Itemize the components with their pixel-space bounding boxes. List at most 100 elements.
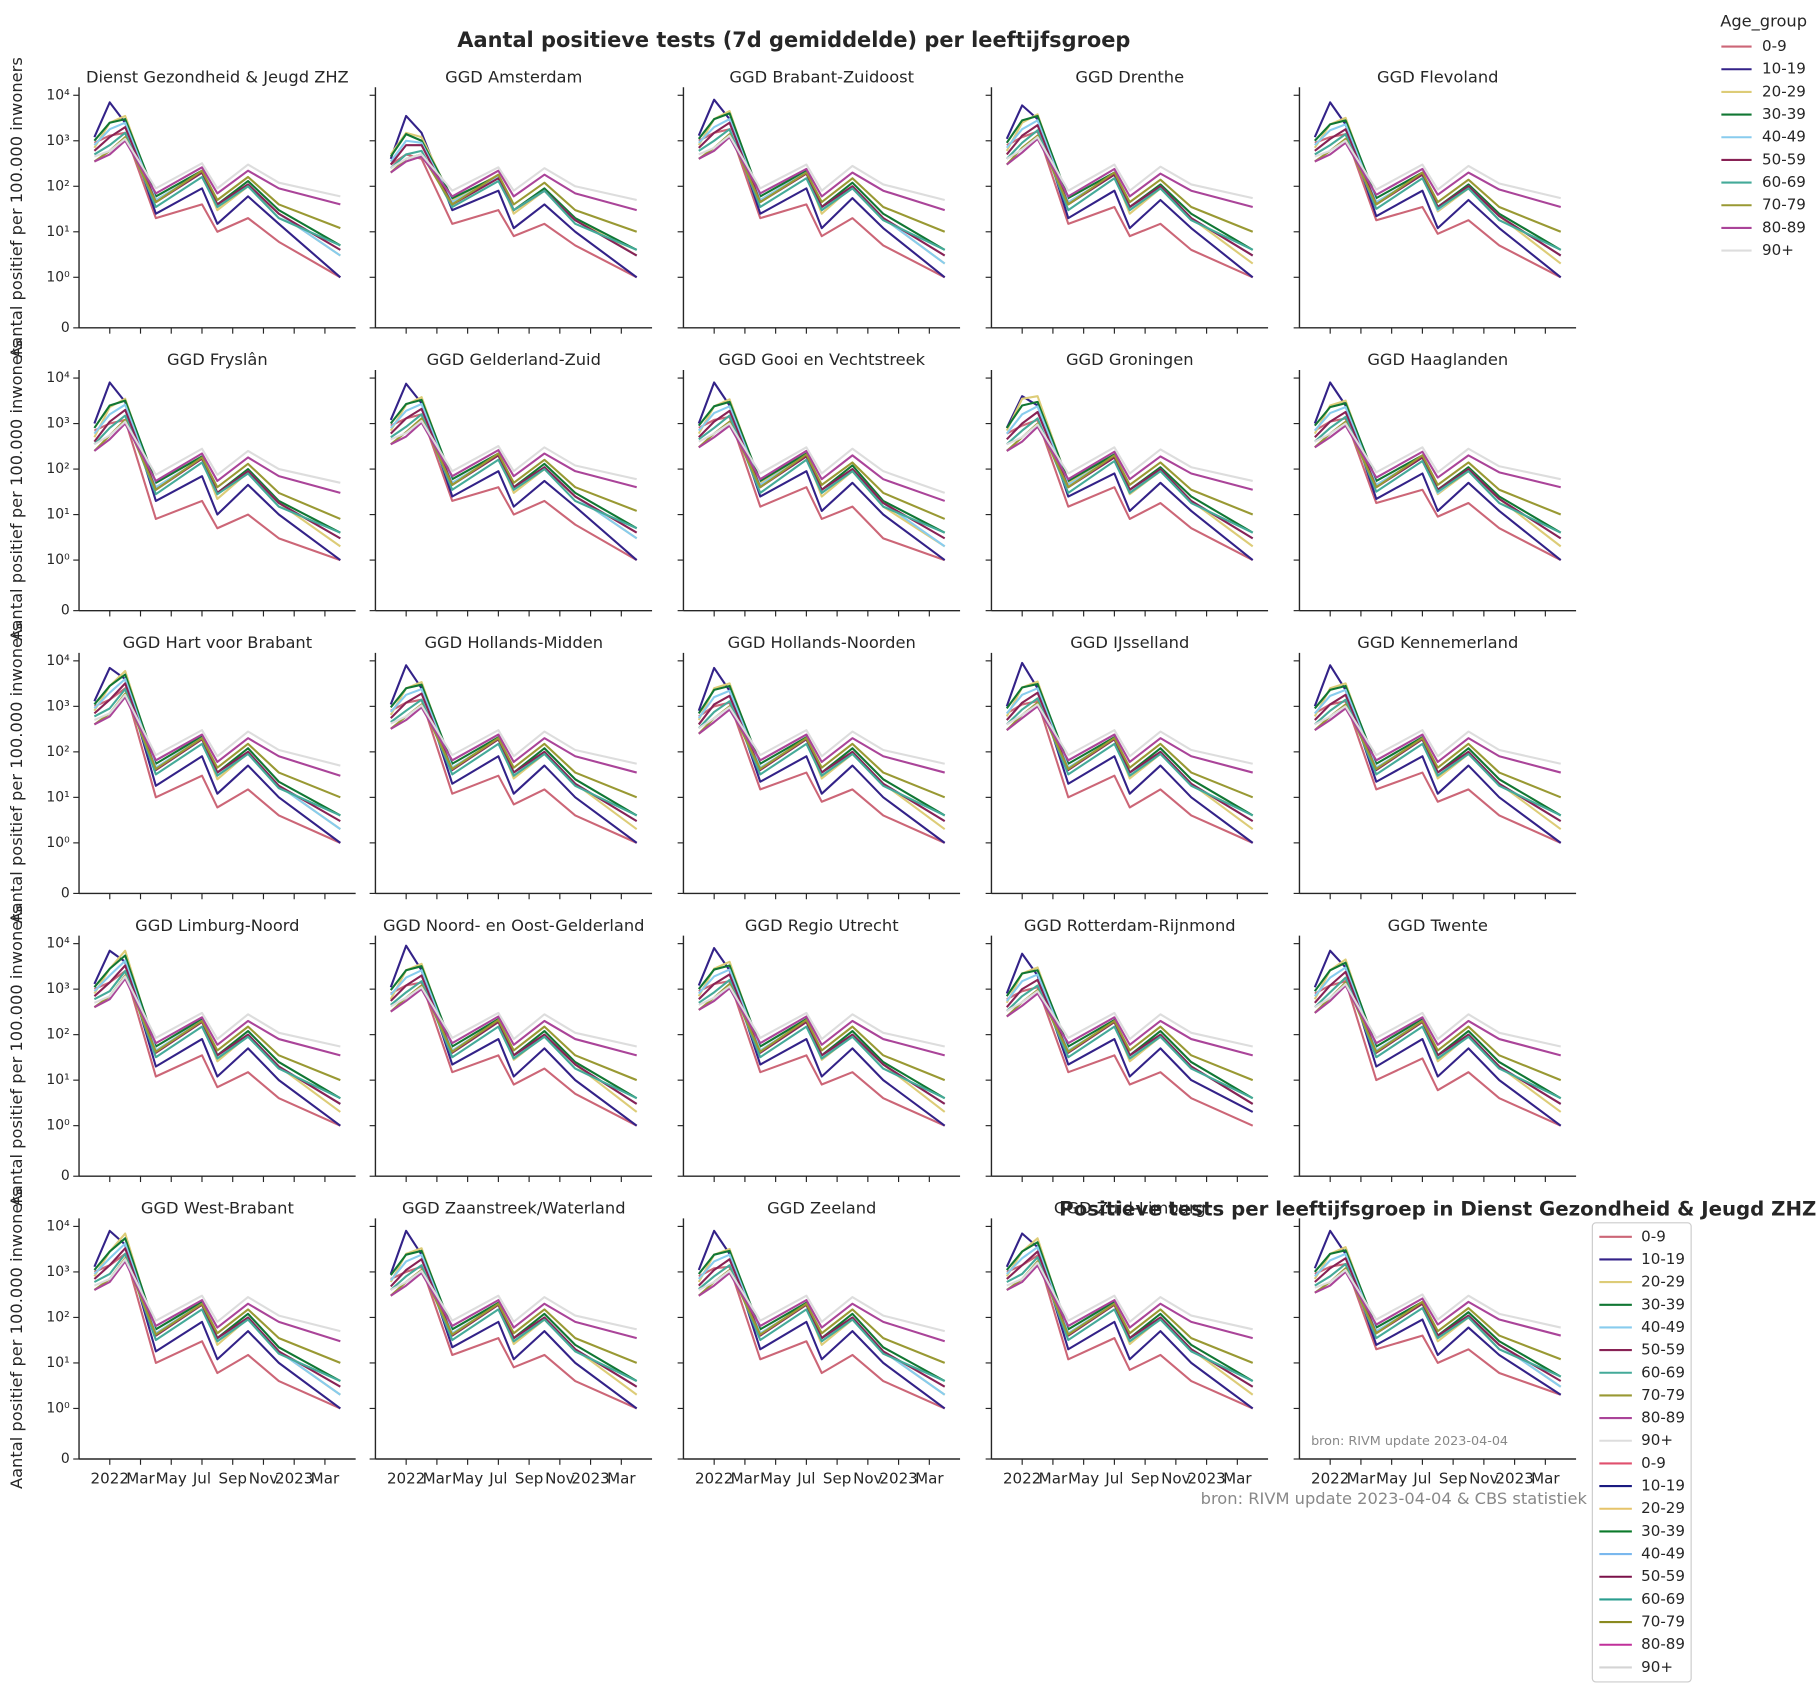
y-tick-label: 10¹ bbox=[46, 1355, 69, 1371]
series-line bbox=[93, 970, 341, 1127]
y-tick-label: 10² bbox=[46, 744, 69, 760]
y-tick-label: 10³ bbox=[46, 698, 69, 714]
overlay-legend-label: 10-19 bbox=[1641, 1477, 1685, 1495]
y-tick-label: 0 bbox=[61, 1451, 70, 1467]
overlay-legend-label: 30-39 bbox=[1641, 1522, 1685, 1540]
series-line bbox=[1006, 423, 1253, 482]
series-line bbox=[698, 978, 946, 1100]
series-line bbox=[698, 1269, 945, 1333]
overlay-note: bron: RIVM update 2023-04-04 bbox=[1311, 1434, 1508, 1449]
series-line bbox=[390, 413, 638, 530]
series-line bbox=[698, 985, 945, 1048]
y-tick-label: 10⁴ bbox=[46, 370, 70, 386]
overlay-legend-label: 40-49 bbox=[1641, 1318, 1685, 1336]
facet-title: GGD Kennemerland bbox=[1357, 633, 1518, 652]
x-tick-label: May bbox=[1376, 1469, 1407, 1487]
series-line bbox=[1006, 136, 1253, 200]
series-line bbox=[93, 666, 341, 844]
series-line bbox=[698, 128, 946, 279]
overlay-legend-frame bbox=[1591, 1222, 1692, 1683]
x-tick-label: Sep bbox=[515, 1469, 543, 1487]
source-note: bron: RIVM update 2023-04-04 & CBS stati… bbox=[1201, 1489, 1588, 1508]
overlay-legend-label: 30-39 bbox=[1641, 1295, 1685, 1313]
x-tick-label: 2022 bbox=[1003, 1469, 1041, 1487]
y-tick-label: 10³ bbox=[46, 1264, 69, 1280]
y-tick-label: 10⁴ bbox=[46, 936, 70, 952]
series-line bbox=[389, 664, 638, 844]
series-line bbox=[93, 970, 341, 1100]
series-line bbox=[1006, 137, 1253, 208]
x-tick-label: Nov bbox=[1161, 1469, 1191, 1487]
series-line bbox=[389, 1229, 638, 1410]
series-line bbox=[93, 696, 341, 777]
series-line bbox=[390, 413, 638, 561]
x-tick-label: Jul bbox=[1104, 1469, 1123, 1487]
series-line bbox=[93, 1258, 341, 1333]
series-line bbox=[93, 693, 341, 767]
x-tick-label: 2022 bbox=[91, 1469, 129, 1487]
series-line bbox=[93, 977, 341, 1057]
series-line bbox=[1006, 992, 1253, 1057]
facet-title: GGD Noord- en Oost-Gelderland bbox=[383, 916, 645, 935]
series-line bbox=[698, 700, 946, 817]
x-tick-label: 2023 bbox=[1495, 1469, 1533, 1487]
series-line bbox=[1314, 133, 1562, 251]
series-line bbox=[1313, 664, 1562, 844]
legend-title: Age_group bbox=[1720, 12, 1807, 32]
facet-title: GGD Flevoland bbox=[1377, 67, 1498, 86]
series-line bbox=[698, 706, 945, 765]
facet-title: GGD Zaanstreek/Waterland bbox=[402, 1199, 626, 1218]
series-line bbox=[93, 139, 341, 206]
series-line bbox=[1314, 700, 1562, 844]
overlay-legend-label: 20-29 bbox=[1641, 1499, 1685, 1517]
series-line bbox=[698, 701, 946, 844]
series-line bbox=[698, 1265, 946, 1410]
series-line bbox=[1314, 139, 1561, 200]
series-line bbox=[1006, 130, 1254, 279]
overlay-legend-label: 60-69 bbox=[1641, 1363, 1685, 1381]
series-line bbox=[1006, 134, 1254, 233]
series-line bbox=[390, 419, 637, 481]
series-line bbox=[1006, 705, 1253, 774]
y-tick-label: 10² bbox=[46, 461, 69, 477]
x-tick-label: Jul bbox=[192, 1469, 211, 1487]
legend-label: 30-39 bbox=[1762, 105, 1806, 123]
y-tick-label: 0 bbox=[61, 1168, 70, 1184]
overlay-legend-label: 90+ bbox=[1641, 1658, 1673, 1676]
legend-label: 70-79 bbox=[1762, 196, 1806, 214]
series-line bbox=[1005, 1232, 1254, 1410]
series-line bbox=[1006, 697, 1254, 817]
series-line bbox=[1313, 101, 1562, 279]
y-tick-label: 10³ bbox=[46, 981, 69, 997]
x-tick-label: Nov bbox=[545, 1469, 575, 1487]
series-line bbox=[698, 987, 945, 1057]
series-line bbox=[93, 1260, 341, 1343]
series-line bbox=[698, 134, 945, 202]
overlay-legend-label: 0-9 bbox=[1641, 1454, 1666, 1472]
series-line bbox=[1006, 990, 1253, 1048]
y-tick-label: 10¹ bbox=[46, 507, 69, 523]
x-tick-label: Nov bbox=[853, 1469, 883, 1487]
series-line bbox=[1314, 424, 1561, 489]
y-tick-label: 0 bbox=[61, 603, 70, 619]
chart-title: Aantal positieve tests (7d gemiddelde) p… bbox=[457, 28, 1130, 52]
facet-title: GGD West-Brabant bbox=[141, 1199, 294, 1218]
series-line bbox=[93, 688, 341, 817]
series-line bbox=[1314, 1262, 1562, 1378]
y-tick-label: 0 bbox=[61, 320, 70, 336]
series-line bbox=[390, 1271, 637, 1340]
legend-label: 80-89 bbox=[1762, 218, 1806, 236]
facet-title: GGD Fryslân bbox=[167, 350, 268, 369]
series-line bbox=[698, 414, 946, 534]
y-tick-label: 10³ bbox=[46, 133, 69, 149]
overlay-legend-label: 80-89 bbox=[1641, 1409, 1685, 1427]
y-tick-label: 10⁴ bbox=[46, 1218, 70, 1234]
legend-label: 90+ bbox=[1762, 241, 1794, 259]
x-tick-label: Jul bbox=[796, 1469, 815, 1487]
overlay-title: Positieve tests per leeftijfsgroep in Di… bbox=[1059, 1198, 1816, 1221]
x-tick-label: Sep bbox=[1439, 1469, 1467, 1487]
facet-title: GGD Limburg-Noord bbox=[135, 916, 299, 935]
series-line bbox=[697, 381, 946, 561]
x-tick-label: Mar bbox=[731, 1469, 760, 1487]
